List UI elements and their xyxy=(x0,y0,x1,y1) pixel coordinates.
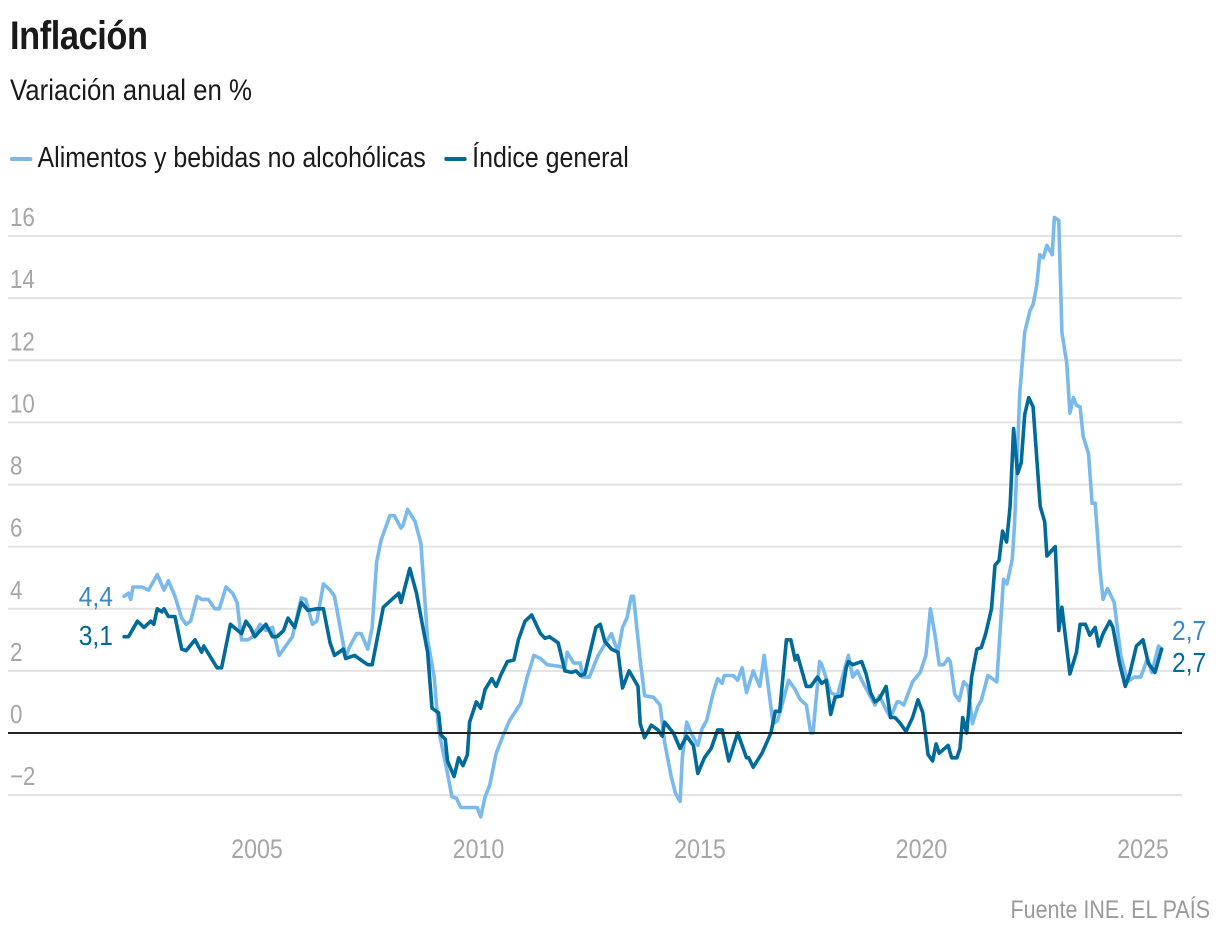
legend-label-indice-general: Índice general xyxy=(472,142,629,174)
legend-swatch-alimentos xyxy=(10,156,33,161)
y-tick-label: −2 xyxy=(10,763,35,792)
start-value-label: 3,1 xyxy=(79,620,113,652)
chart-subtitle: Variación anual en % xyxy=(10,74,252,107)
y-tick-label: 8 xyxy=(10,452,22,481)
y-tick-label: 6 xyxy=(10,514,22,543)
source-note: Fuente INE. EL PAÍS xyxy=(1010,896,1210,924)
y-tick-label: 12 xyxy=(10,328,35,357)
end-value-label: 2,7 xyxy=(1172,647,1206,679)
x-tick-label: 2005 xyxy=(231,834,283,864)
y-tick-label: 0 xyxy=(10,700,22,729)
x-tick-label: 2010 xyxy=(453,834,505,864)
series-line-alimentos xyxy=(122,215,1164,819)
legend: Alimentos y bebidas no alcohólicas Índic… xyxy=(10,142,730,175)
x-tick-label: 2020 xyxy=(896,834,948,864)
legend-label-alimentos: Alimentos y bebidas no alcohólicas xyxy=(37,142,426,174)
chart-title: Inflación xyxy=(10,14,148,58)
legend-swatch-indice-general xyxy=(444,156,467,161)
x-tick-label: 2015 xyxy=(674,834,726,864)
end-value-label: 2,7 xyxy=(1172,615,1206,647)
series-line-indice-general xyxy=(122,395,1164,779)
y-tick-label: 4 xyxy=(10,576,22,605)
y-tick-label: 2 xyxy=(10,638,22,667)
start-value-label: 4,4 xyxy=(79,581,113,613)
x-tick-label: 2025 xyxy=(1117,834,1169,864)
legend-item-indice-general: Índice general xyxy=(444,142,629,175)
y-tick-label: 10 xyxy=(10,390,35,419)
legend-item-alimentos: Alimentos y bebidas no alcohólicas xyxy=(10,142,426,175)
y-tick-label: 14 xyxy=(10,266,35,295)
y-tick-label: 16 xyxy=(10,204,35,233)
